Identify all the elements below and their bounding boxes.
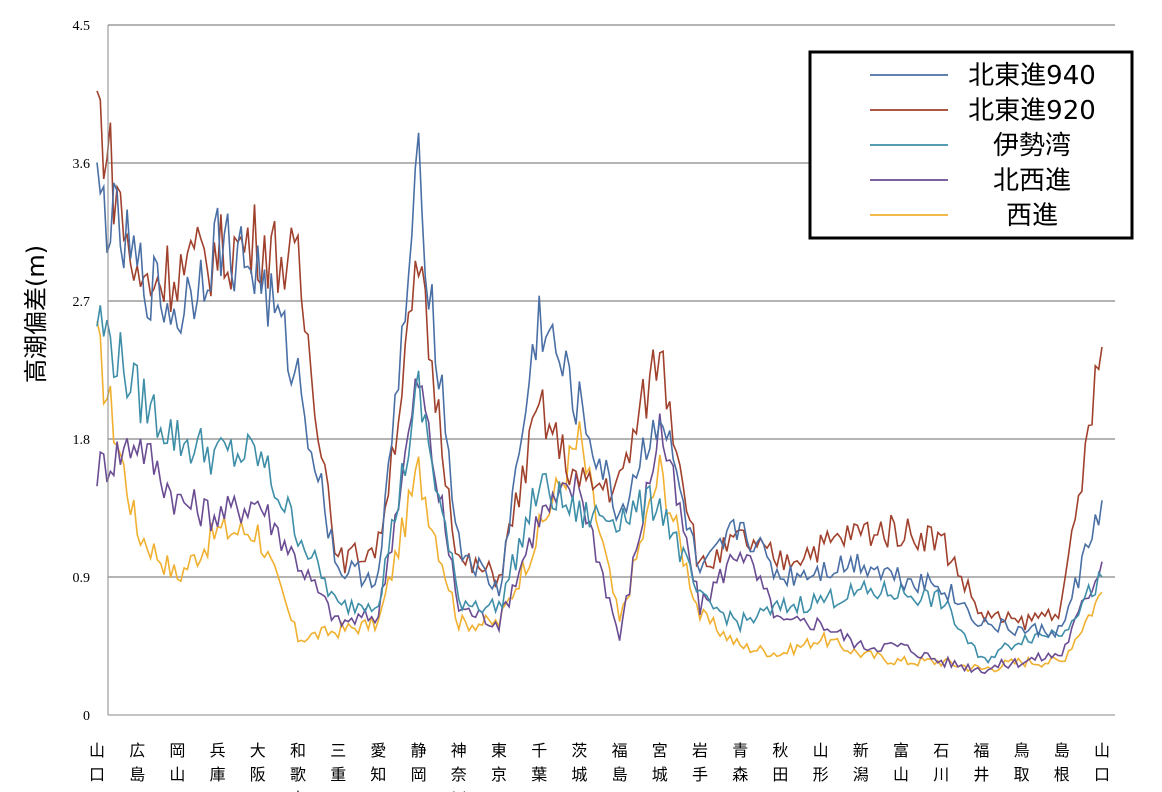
x-category-label: 福井	[973, 741, 989, 784]
x-category-label: 石川	[933, 741, 949, 784]
x-category-label: 鳥取	[1014, 741, 1030, 784]
x-category-label: 東京	[491, 741, 507, 784]
x-category-label: 富山	[893, 741, 909, 784]
gridlines	[108, 24, 1115, 578]
x-category-label: 青森	[732, 741, 748, 784]
x-category-label: 愛知	[370, 741, 386, 784]
legend-label: 北西進	[993, 166, 1071, 196]
series-line	[96, 132, 1103, 639]
y-tick-label: 4.5	[73, 19, 91, 34]
x-category-label: 山口	[89, 741, 105, 784]
legend-label: 北東進920	[968, 96, 1096, 126]
legend-label: 伊勢湾	[993, 131, 1071, 161]
y-tick-label: 0	[83, 709, 90, 724]
y-tick-label: 3.6	[73, 157, 91, 172]
x-axis-categories: 山口広島岡山兵庫大阪和歌山三重愛知静岡神奈川東京千葉茨城福島宮城岩手青森秋田山形…	[89, 741, 1110, 792]
series-line	[96, 90, 1103, 631]
x-category-label: 茨城	[571, 741, 587, 784]
x-category-label: 岡山	[169, 741, 185, 784]
series-line	[96, 305, 1103, 664]
legend-label: 北東進940	[968, 61, 1096, 91]
x-category-label: 新潟	[853, 741, 869, 784]
x-category-label: 岩手	[692, 741, 708, 784]
x-category-label: 千葉	[531, 741, 547, 784]
x-category-label: 福島	[612, 741, 628, 784]
x-category-label: 和歌山	[290, 741, 306, 792]
x-category-label: 宮城	[652, 741, 668, 784]
x-category-label: 神奈川	[451, 741, 467, 792]
x-category-label: 静岡	[411, 741, 427, 784]
x-category-label: 兵庫	[210, 741, 226, 784]
series-line	[96, 378, 1103, 675]
legend-label: 西進	[1006, 201, 1058, 231]
legend-box	[808, 50, 1134, 240]
x-category-label: 大阪	[250, 741, 266, 784]
y-tick-label: 0.9	[73, 571, 91, 586]
y-axis-ticks: 0 0.9 1.8 2.7 3.6 4.5	[73, 19, 91, 724]
series-lines	[96, 90, 1103, 675]
y-axis-label: 高潮偏差(m)	[22, 245, 50, 383]
x-category-label: 山形	[813, 741, 829, 784]
x-category-label: 広島	[129, 741, 145, 784]
y-tick-label: 2.7	[73, 295, 91, 310]
y-tick-label: 1.8	[73, 433, 91, 448]
x-category-label: 島根	[1054, 741, 1070, 784]
x-category-label: 三重	[330, 741, 346, 784]
x-category-label: 山口	[1094, 741, 1110, 784]
x-category-label: 秋田	[772, 741, 788, 784]
series-line	[96, 321, 1103, 673]
